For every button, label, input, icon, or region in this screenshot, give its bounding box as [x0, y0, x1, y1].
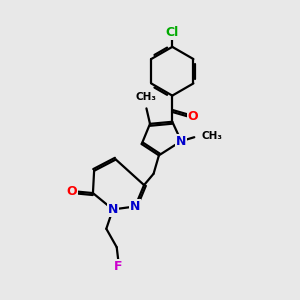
Text: CH₃: CH₃	[201, 131, 222, 141]
Text: O: O	[67, 185, 77, 198]
Text: CH₃: CH₃	[136, 92, 157, 102]
Text: Cl: Cl	[166, 26, 179, 39]
Text: F: F	[114, 260, 122, 273]
Text: O: O	[188, 110, 198, 123]
Text: N: N	[130, 200, 140, 213]
Text: N: N	[108, 203, 118, 216]
Text: N: N	[176, 135, 186, 148]
